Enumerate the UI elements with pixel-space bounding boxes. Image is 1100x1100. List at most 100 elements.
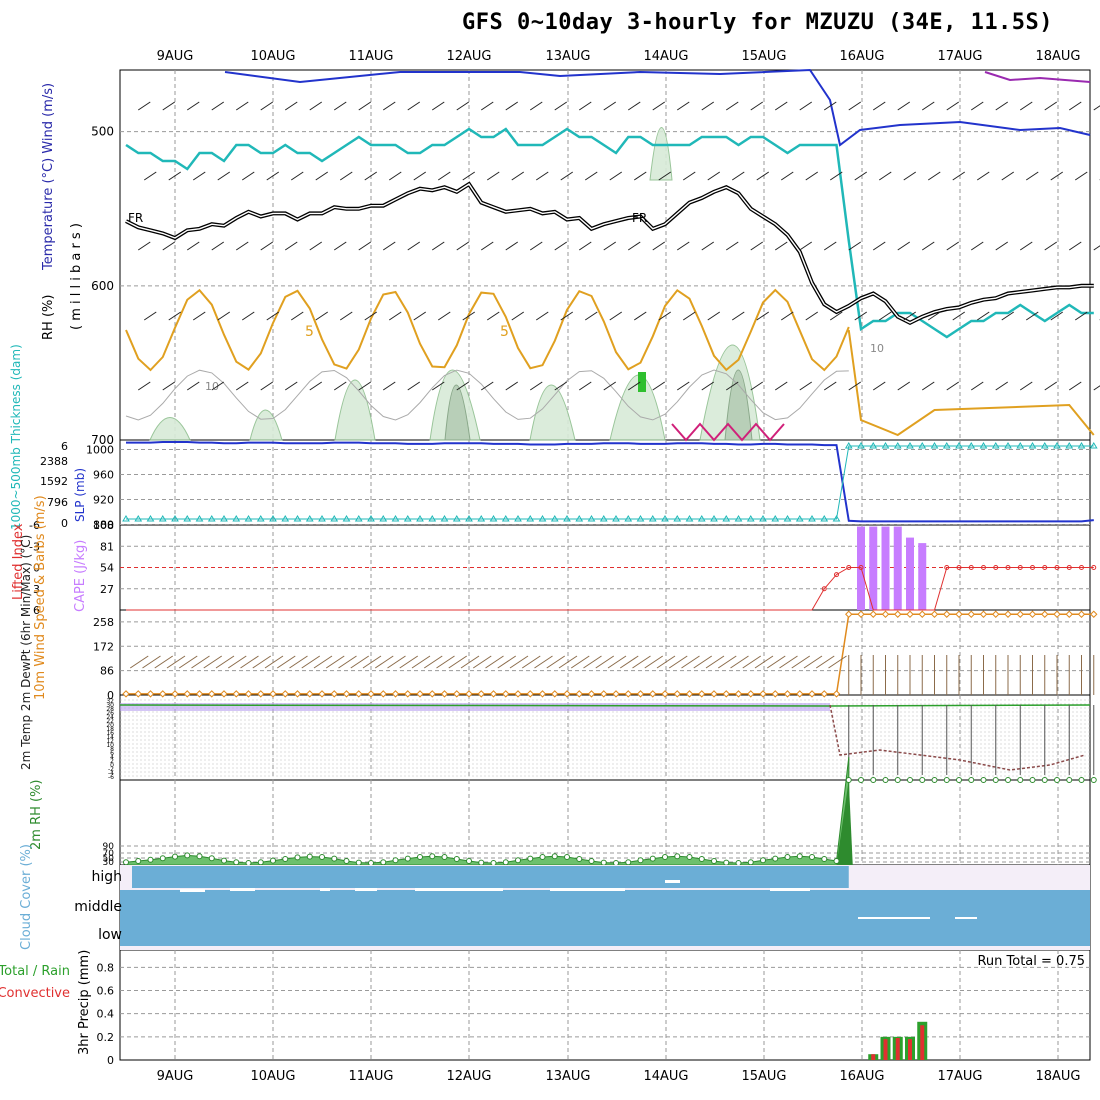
wind-barb [584, 311, 598, 321]
temp-tick: 16 [106, 730, 114, 737]
wind-barb [154, 655, 174, 669]
cape-bar [869, 526, 878, 610]
wind-barb-shaft [480, 381, 494, 391]
wind-speed-marker [894, 610, 902, 618]
wind-speed-marker [575, 690, 583, 698]
wind-barb [780, 171, 794, 181]
wind-barb-shaft [658, 171, 672, 181]
rh-marker [723, 859, 730, 866]
wind-barb [707, 311, 721, 321]
wind-barb [339, 171, 353, 181]
thickness-marker [795, 515, 804, 522]
wind-barb [560, 171, 574, 181]
wind-barb [284, 381, 298, 391]
wind-barb-shaft [823, 381, 837, 391]
temp-tick: 4 [110, 754, 114, 761]
upper-temp-line [984, 71, 1091, 83]
wind-speed-marker [146, 690, 155, 698]
wind-barb-shaft [505, 241, 519, 251]
wind-barb-shaft [407, 381, 421, 391]
wind-barb [423, 655, 443, 669]
temp-tick: 18 [106, 726, 114, 733]
rh-marker [453, 856, 460, 862]
wind-barb-shaft [560, 311, 574, 321]
rh-marker [441, 854, 448, 860]
wind-barb [1019, 241, 1033, 251]
wind-speed-marker [1041, 610, 1049, 618]
wind-barb-shaft [995, 381, 1009, 391]
wind-barb-shaft [511, 171, 525, 181]
wind-barb [217, 311, 231, 321]
wind-speed-marker [857, 610, 865, 618]
bottom-day-label: 14AUG [643, 1069, 688, 1084]
rh-marker [600, 859, 607, 866]
rh-marker [343, 858, 350, 864]
rh-marker [796, 853, 803, 860]
thickness-marker [710, 515, 718, 522]
wind-barb [823, 381, 837, 391]
wind-barb-shaft [609, 311, 623, 321]
thickness-marker [354, 515, 363, 522]
thickness-marker [256, 515, 265, 522]
wind-speed-marker [269, 690, 277, 698]
wind-barb-shaft [805, 311, 819, 321]
wind-barb [584, 171, 598, 181]
top-day-label: 14AUG [643, 49, 688, 64]
wind-barb [241, 171, 255, 181]
temp-tick: 28 [106, 706, 114, 713]
rh-marker [196, 853, 203, 860]
wind-barb [1093, 105, 1100, 111]
wind-barb-shaft [456, 101, 470, 111]
wind-barb-shaft [382, 241, 396, 251]
wind-barb-shaft [872, 381, 886, 391]
cape-bar [918, 543, 927, 610]
rh-marker [809, 854, 815, 860]
precip-axis-title: 3hr Precip (mm) [77, 950, 92, 1055]
wind-barb [1001, 311, 1015, 321]
wind-speed-marker [1004, 610, 1012, 618]
thickness-marker [1004, 442, 1012, 449]
wind-barb [211, 381, 225, 391]
wind-barb-shaft [897, 381, 911, 391]
temp-tick: 24 [106, 714, 114, 721]
wind-barb [235, 381, 249, 391]
wind-speed-marker [673, 690, 681, 698]
wind-barb [431, 101, 445, 111]
wind-barb [339, 311, 353, 321]
li-axis-title: Lifted Index [11, 523, 26, 600]
wind-barb-shaft [995, 101, 1009, 111]
wind-barb [1044, 101, 1058, 111]
rh-marker [184, 852, 191, 859]
wind-barb [388, 311, 402, 321]
rh-marker [956, 777, 962, 783]
wind-barb [717, 655, 737, 669]
wind-barb [578, 381, 592, 391]
thickness-marker [575, 515, 584, 522]
thickness-marker [587, 515, 596, 522]
thickness-marker [269, 515, 277, 522]
wind-barb [921, 101, 935, 111]
wind-speed-marker [710, 690, 718, 698]
wind-barb [766, 655, 786, 669]
wind-barb [260, 241, 274, 251]
lifted-index-marker [1091, 565, 1097, 570]
wind-barb [325, 655, 345, 669]
thickness-tick: 2388 [40, 455, 68, 468]
wind-barb [603, 101, 617, 111]
wind-barb-shaft [339, 311, 353, 321]
rh-marker [245, 860, 252, 866]
wind-barb [799, 381, 813, 391]
wind-barb-shaft [235, 381, 249, 391]
wind-barb-shaft [584, 311, 598, 321]
lifted-index-marker [1030, 565, 1035, 570]
thickness-marker [685, 515, 694, 522]
wind-barb-shaft [1050, 311, 1064, 321]
bottom-day-label: 9AUG [157, 1069, 194, 1084]
wind-barb-shaft [970, 381, 984, 391]
wind-barb [382, 381, 396, 391]
wind-barb-shaft [780, 171, 794, 181]
cloud-gap [665, 880, 680, 883]
wind-barb-shaft [682, 171, 696, 181]
temp-contour-line [847, 329, 1095, 437]
li-tick: 6 [33, 604, 40, 617]
